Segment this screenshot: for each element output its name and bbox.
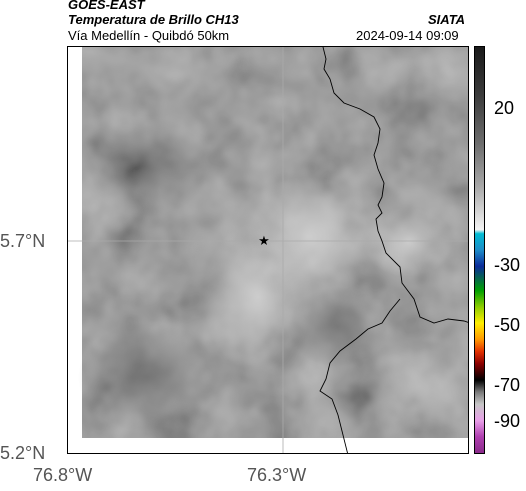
- cloud-dark-center: [288, 287, 388, 367]
- datetime-label: 2024-09-14 09:09: [356, 28, 459, 43]
- cloud-bright-southeast: [358, 342, 468, 432]
- colorbar-tick-minus90: -90: [494, 411, 521, 431]
- border-line-south: [319, 298, 401, 453]
- lat-label-upper: 5.7°N: [0, 231, 46, 251]
- cloud-bright-south: [203, 222, 313, 372]
- star-marker-icon: ★: [258, 234, 270, 249]
- satellite-image: ★: [68, 47, 468, 453]
- cloud-dark-northwest: [88, 117, 208, 217]
- lon-label-left: 76.8°W: [33, 465, 93, 485]
- satellite-name: GOES-EAST: [68, 0, 145, 12]
- cloud-bright-east: [363, 207, 453, 277]
- colorbar-tick-minus70: -70: [494, 375, 521, 395]
- colorbar-tick-minus50: -50: [494, 315, 521, 335]
- lon-label-right: 76.3°W: [247, 465, 307, 485]
- region-label: Vía Medellín - Quibdó 50km: [68, 28, 230, 43]
- colorbar-tick-minus30: -30: [494, 255, 521, 275]
- organization-label: SIATA: [428, 12, 466, 27]
- lat-label-lower: 5.2°N: [0, 443, 46, 463]
- cloud-dark-southwest: [78, 322, 218, 432]
- product-title: Temperatura de Brillo CH13: [68, 12, 239, 27]
- border-line-north: [322, 47, 468, 324]
- colorbar: [474, 46, 485, 454]
- colorbar-tick-20: 20: [494, 98, 515, 118]
- satellite-map: ★: [67, 46, 469, 454]
